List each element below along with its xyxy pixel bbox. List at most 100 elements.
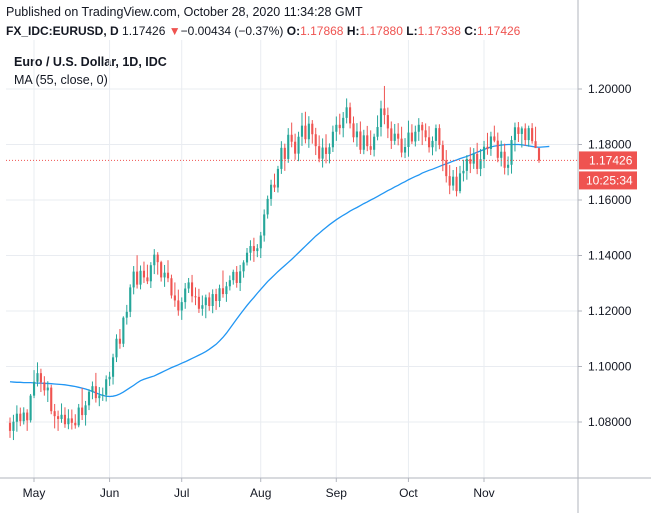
- candle: [472, 148, 475, 169]
- last-price-tag-text: 1.17426: [589, 153, 633, 167]
- candle: [314, 127, 317, 156]
- candle-body: [156, 254, 159, 263]
- candle: [403, 138, 407, 159]
- candle: [318, 135, 321, 163]
- candle: [448, 165, 451, 195]
- symbol-quote-line: FX_IDC:EURUSD, D 1.17426 ▼−0.00434 (−0.3…: [6, 23, 520, 39]
- candle: [390, 121, 393, 149]
- candle: [297, 131, 300, 162]
- candle-body: [424, 130, 427, 138]
- candle-body: [180, 302, 183, 311]
- candle-body: [94, 386, 97, 399]
- candle: [63, 407, 67, 428]
- candle: [29, 393, 32, 423]
- candle: [290, 122, 293, 148]
- candle-body: [283, 147, 286, 159]
- candle-body: [507, 164, 510, 168]
- candle-body: [431, 140, 434, 148]
- candle-body: [19, 413, 22, 422]
- y-tick-label: 1.10000: [588, 360, 632, 374]
- candle-body: [359, 131, 362, 150]
- candle-body: [496, 140, 499, 158]
- candle: [136, 255, 139, 289]
- candle: [338, 113, 341, 135]
- candle-body: [294, 141, 297, 154]
- candle: [524, 123, 527, 146]
- candle: [84, 400, 87, 426]
- candle: [60, 403, 63, 423]
- candle-body: [77, 407, 80, 426]
- candle-body: [149, 265, 152, 282]
- candle-body: [108, 376, 111, 380]
- candle-body: [390, 128, 393, 141]
- instrument-title[interactable]: Euro / U.S. Dollar, 1D, IDC: [14, 55, 167, 69]
- candle: [304, 111, 307, 144]
- candle: [122, 316, 125, 348]
- candle: [270, 179, 273, 206]
- candle-body: [534, 141, 537, 149]
- candle: [187, 277, 190, 293]
- candle: [132, 266, 135, 295]
- ma-indicator-label[interactable]: MA (55, close, 0): [14, 73, 108, 87]
- candle-body: [280, 147, 283, 169]
- candle: [434, 124, 438, 152]
- candle-body: [245, 252, 249, 263]
- candle: [452, 170, 455, 191]
- candle-body: [22, 412, 25, 422]
- published-line: Published on TradingView.com, October 28…: [6, 5, 363, 19]
- candle-body: [500, 151, 503, 158]
- candle-body: [170, 278, 173, 296]
- candle: [331, 125, 334, 152]
- candle: [500, 140, 503, 167]
- candle: [57, 410, 60, 431]
- countdown-tag: [579, 171, 637, 190]
- candle: [520, 126, 523, 148]
- candle-body: [36, 373, 39, 382]
- candle-body: [527, 128, 530, 141]
- candle-body: [15, 413, 18, 422]
- candle: [527, 125, 530, 147]
- candle-body: [70, 418, 73, 423]
- candle-body: [43, 382, 46, 391]
- candle: [15, 405, 18, 432]
- candle-body: [349, 107, 352, 124]
- candle: [197, 288, 200, 313]
- candle-body: [520, 128, 523, 134]
- price-change: −0.00434 (−0.37%): [180, 24, 284, 38]
- candle-body: [421, 124, 424, 131]
- candle: [324, 134, 328, 164]
- candle-body: [331, 131, 334, 148]
- candle-body: [218, 288, 221, 302]
- candle: [125, 304, 128, 325]
- y-axis-labels: 1.08000 1.10000 1.12000 1.14000 1.16000 1.180…: [588, 82, 632, 429]
- candle: [507, 156, 510, 176]
- candle-body: [452, 176, 455, 186]
- candle: [149, 262, 152, 288]
- candle: [194, 287, 197, 306]
- candle: [482, 140, 486, 169]
- candle: [465, 155, 468, 180]
- candle-body: [338, 124, 341, 129]
- candle: [105, 375, 108, 402]
- last-price: 1.17426: [122, 24, 166, 38]
- candle-body: [63, 414, 67, 425]
- candle: [74, 414, 77, 429]
- candle-body: [249, 246, 252, 253]
- candle-body: [414, 131, 417, 142]
- candle-body: [32, 381, 36, 396]
- candle-body: [537, 148, 541, 161]
- x-tick-label: Jun: [100, 486, 119, 500]
- candle: [235, 266, 238, 288]
- candle-body: [184, 288, 187, 303]
- candle: [208, 292, 211, 311]
- candle: [221, 270, 225, 298]
- candle: [280, 141, 283, 174]
- candle-body: [462, 170, 465, 174]
- candle-body: [297, 136, 300, 154]
- candle-body: [153, 254, 156, 266]
- candle-body: [469, 158, 472, 164]
- candle: [32, 370, 36, 399]
- candle: [493, 125, 496, 143]
- candle-body: [307, 123, 310, 140]
